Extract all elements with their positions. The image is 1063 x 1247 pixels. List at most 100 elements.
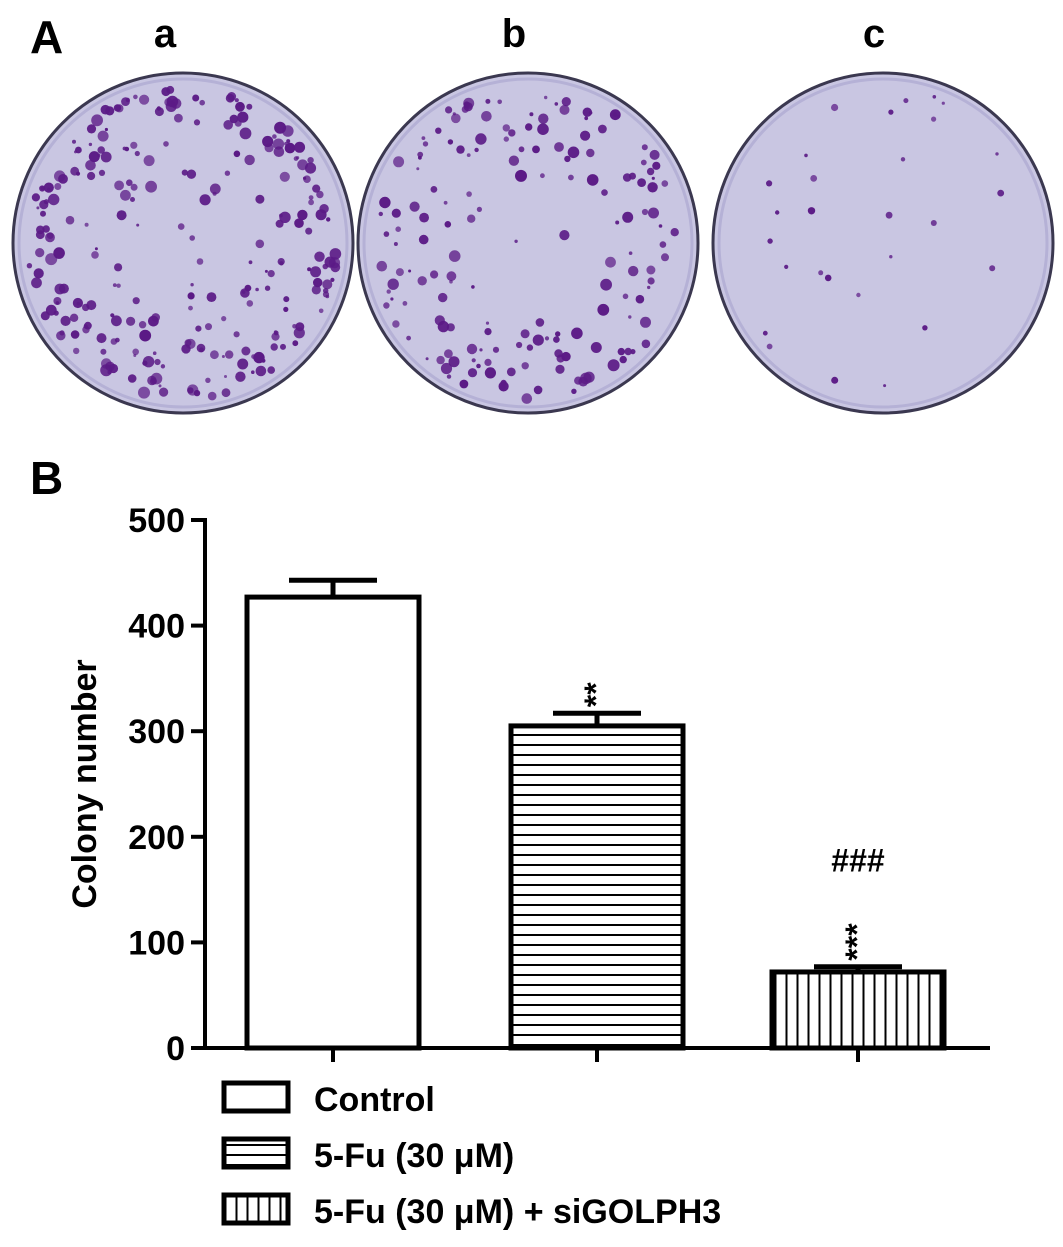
colony [195,325,202,332]
colony [108,363,119,374]
colony [116,283,121,288]
colony [246,300,254,307]
colony [330,277,335,282]
colony [54,170,66,182]
colony [53,297,62,305]
colony [467,214,476,223]
colony [456,145,465,154]
legend-swatch-1 [221,1080,291,1114]
colony [237,358,249,370]
y-tick-label: 400 [128,608,185,646]
colony [430,186,438,193]
colony [419,212,429,223]
colony [395,226,402,232]
colony [154,358,161,366]
colony [818,270,824,276]
colony [65,215,75,225]
colony [158,384,162,388]
legend-label-3: 5-Fu (30 μM) + siGOLPH3 [314,1193,721,1231]
colony [617,347,625,356]
colony [286,139,291,144]
colony [438,292,448,303]
colony [622,293,629,300]
culture-dish-a [11,71,355,415]
colony [26,263,33,269]
dish-label-b: b [501,12,527,56]
colony [316,190,324,199]
colony [508,129,516,137]
colony [45,232,55,243]
colony [421,136,426,141]
colony [328,257,341,269]
colony [98,169,106,176]
colony [448,250,461,262]
colony [637,178,646,188]
panel-a-letter: A [30,11,64,63]
colony [463,101,470,108]
y-tick-label: 300 [128,713,185,751]
panel-b-letter: B [30,452,64,504]
colony [35,230,45,240]
colony [88,142,93,147]
colony [535,318,545,327]
colony [293,156,299,161]
colony [437,320,450,333]
colony [446,271,457,282]
colony [597,303,610,316]
colony [192,94,200,102]
colony [649,149,660,160]
colony [466,153,471,158]
colony [484,328,492,336]
colony [70,330,80,339]
colony [326,217,331,222]
colony [856,292,861,298]
colony [502,124,510,132]
colony [112,283,117,287]
colony [143,155,155,167]
colony [115,104,124,113]
dish-rim [362,77,694,409]
colony [417,151,424,158]
colony [379,196,391,209]
colony [225,93,235,103]
colony [392,320,400,328]
colony [995,152,999,156]
colony [931,116,937,122]
colony [221,355,225,358]
colony [521,393,533,404]
colony [272,134,277,139]
colony [314,251,325,262]
colony [97,153,101,157]
colony [111,315,122,327]
colony [537,123,549,135]
colony [492,346,500,353]
colony [262,135,274,148]
colony [615,220,620,225]
colony [116,210,127,221]
colony [831,376,839,384]
colony [564,155,571,163]
colony [322,279,333,290]
colony [641,208,649,216]
colony [246,103,253,110]
colony [586,174,599,186]
colony [647,277,655,285]
colony [238,102,244,108]
colony [443,200,448,205]
dish-plate [711,71,1055,415]
colony [383,302,390,309]
colony [559,104,570,115]
colony [145,180,158,193]
bar-3 [769,969,947,1051]
colony [941,101,945,105]
colony [91,114,103,127]
colony [647,182,658,193]
colony [100,151,112,163]
colony [661,180,669,187]
colony [506,367,516,377]
colony [544,95,548,100]
colony [210,350,219,360]
colony [130,183,138,191]
colony [554,349,563,358]
colony [87,171,96,181]
